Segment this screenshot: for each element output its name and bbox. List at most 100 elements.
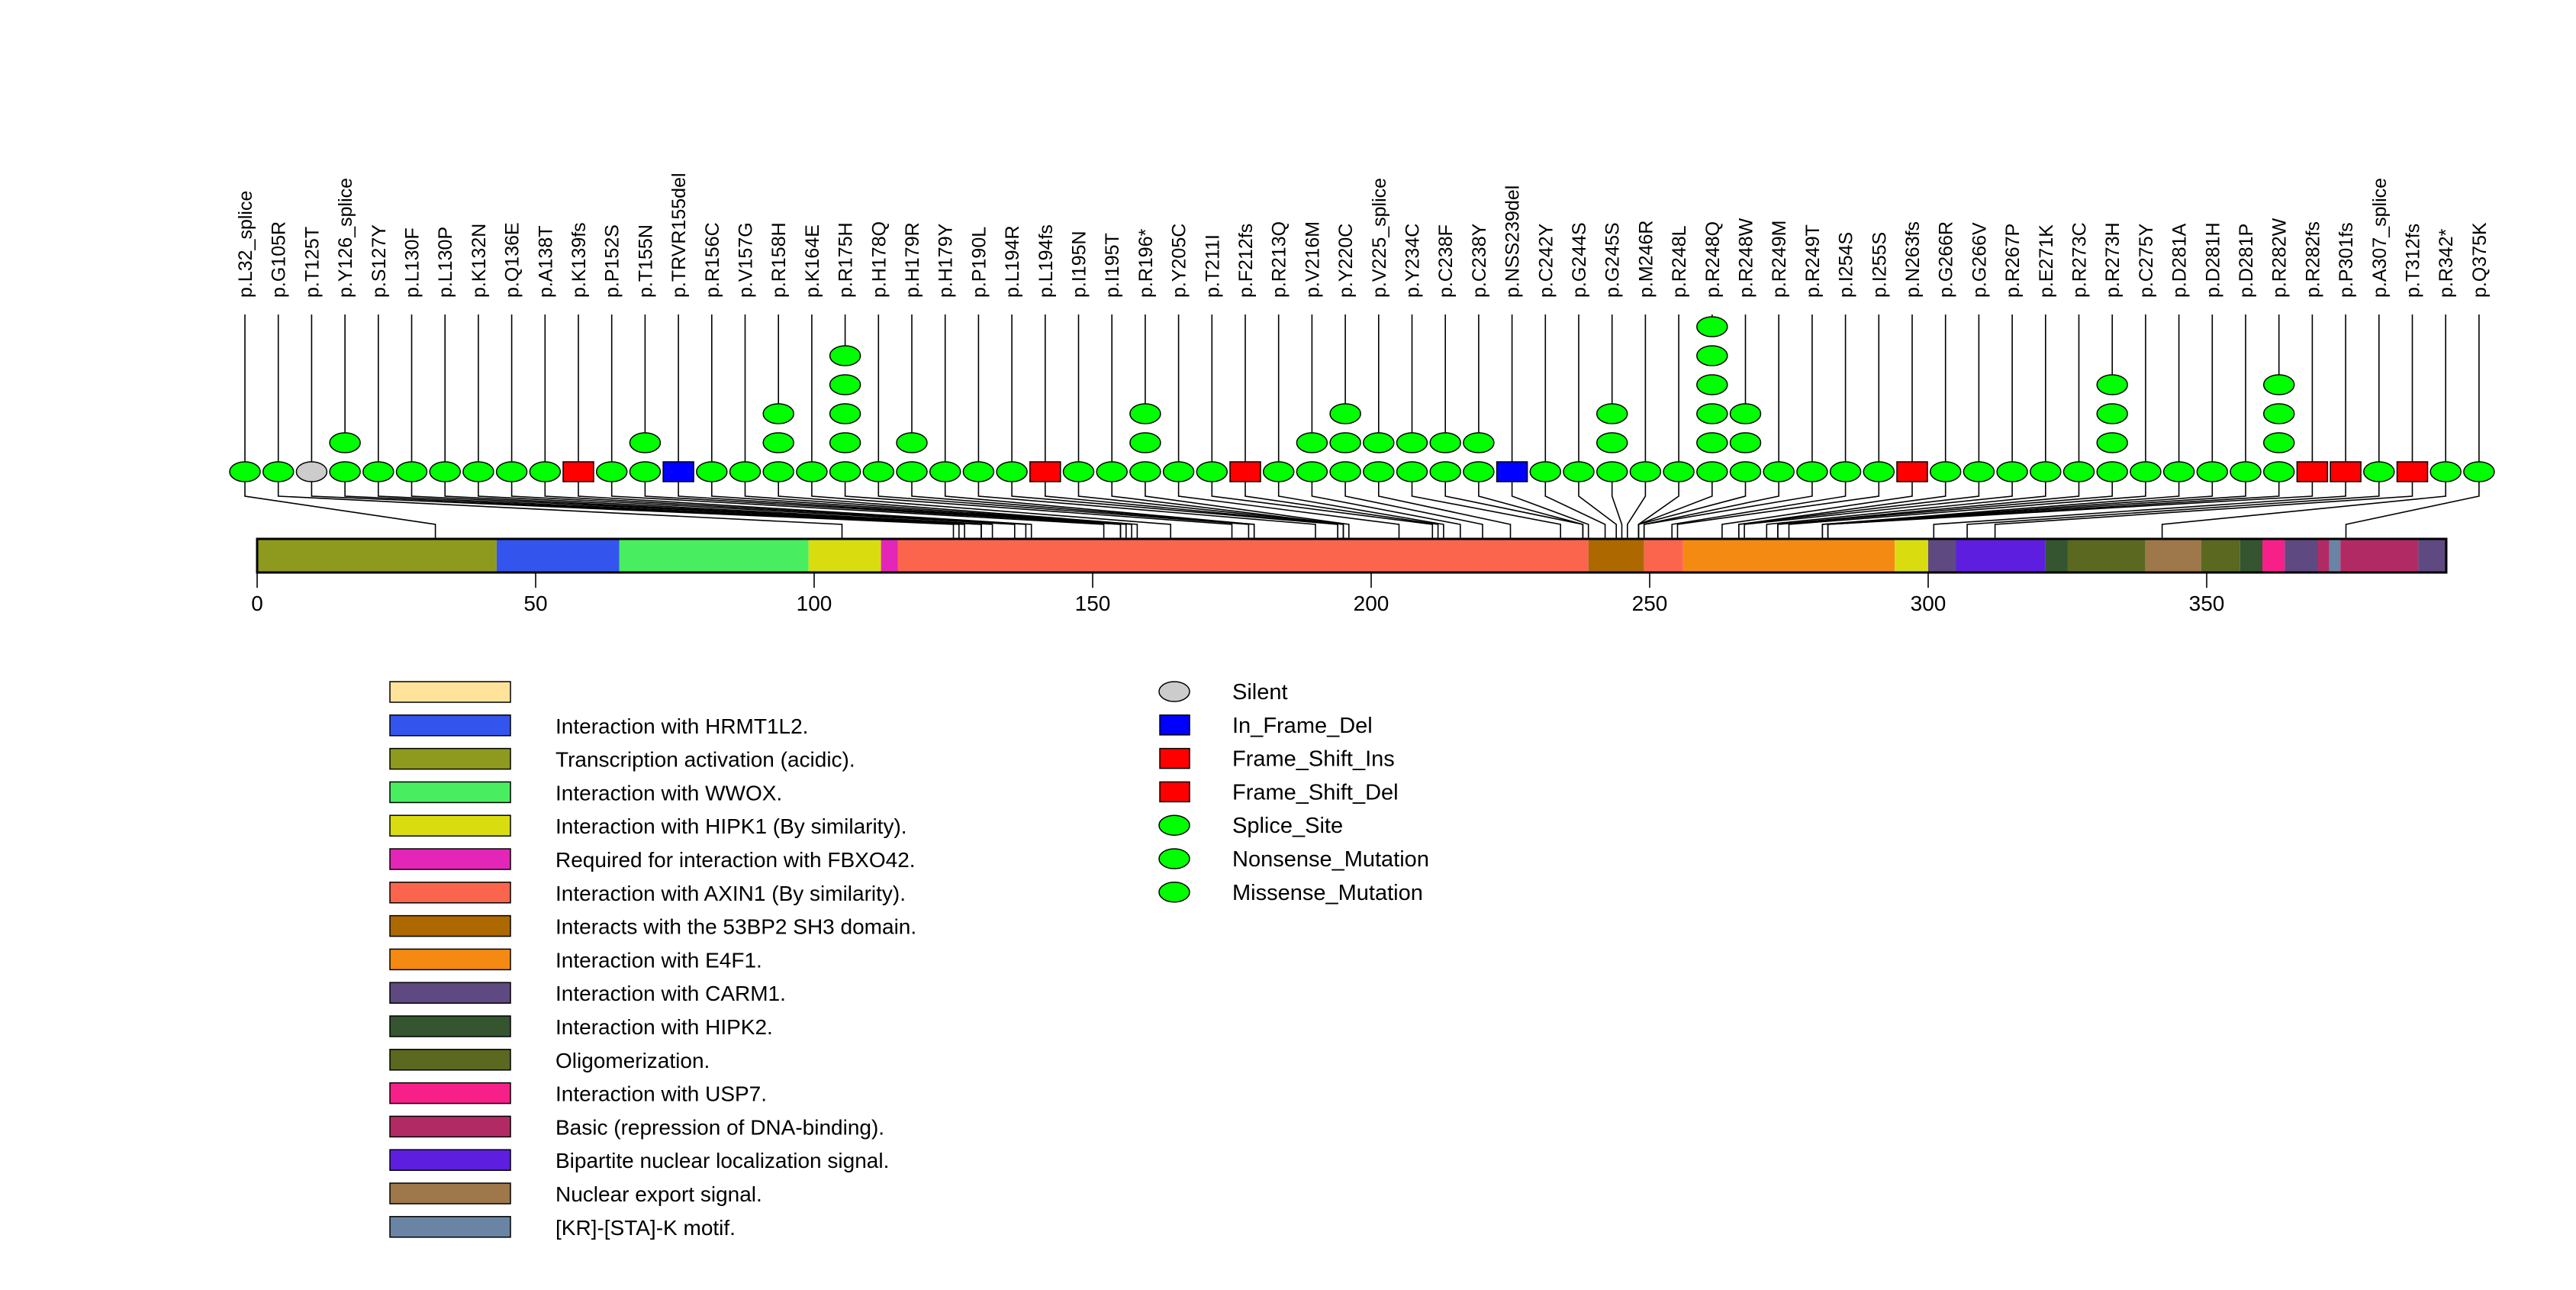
mutation-marker-ellipse xyxy=(1696,403,1728,424)
mutation-marker-ellipse xyxy=(2196,461,2229,482)
domain-legend-label: Basic (repression of DNA-binding). xyxy=(555,1115,884,1139)
mutation-marker-ellipse xyxy=(762,403,794,424)
mutation-marker-ellipse xyxy=(696,461,728,482)
mutation-label: p.G105R xyxy=(269,221,290,298)
mutation-label: p.H179Y xyxy=(935,223,957,298)
mutation-marker-ellipse xyxy=(329,461,361,482)
domain-segment xyxy=(2262,539,2285,572)
mutation-marker-ellipse xyxy=(1296,432,1328,453)
mutation-marker-ellipse xyxy=(1129,432,1161,453)
mutation-marker-ellipse xyxy=(1863,461,1895,482)
domain-segment xyxy=(1644,539,1683,572)
domain-segment xyxy=(496,539,620,572)
mutation-marker-ellipse xyxy=(1596,403,1628,424)
mutation-marker-ellipse xyxy=(2062,461,2095,482)
mutation-marker-ellipse xyxy=(262,461,295,482)
mutation-marker-ellipse xyxy=(1829,461,1862,482)
mutation-label: p.H179R xyxy=(902,222,923,298)
mutation-legend-label: Nonsense_Mutation xyxy=(1232,847,1429,872)
mutation-marker-ellipse xyxy=(395,461,428,482)
mutation-marker-ellipse xyxy=(1129,403,1161,424)
domain-segment xyxy=(257,539,497,572)
domain-segment xyxy=(2045,539,2068,572)
domain-bar-outline xyxy=(256,537,2448,574)
mutation-label: p.R273C xyxy=(2069,222,2091,298)
mutation-marker-ellipse xyxy=(829,345,861,366)
domain-segment xyxy=(2145,539,2201,572)
mutation-label: p.L130F xyxy=(402,227,423,298)
mutation-marker-ellipse xyxy=(1663,461,1695,482)
mutation-marker-square xyxy=(662,461,694,482)
mutation-type-legend: Silent In_Frame_Del Frame_Shift_Ins Frame_S… xyxy=(1158,680,1429,905)
mutation-marker-ellipse xyxy=(2130,461,2162,482)
mutation-label: p.R213Q xyxy=(1269,221,1290,298)
domain-segment xyxy=(881,539,898,572)
mutation-marker-ellipse xyxy=(1129,461,1161,482)
mutation-label: p.R158H xyxy=(768,222,790,298)
mutation-marker-ellipse xyxy=(462,461,494,482)
domain-segment xyxy=(2067,539,2146,572)
mutation-marker-square xyxy=(562,461,594,482)
mutation-label: p.R282fs xyxy=(2302,221,2323,298)
mutation-label: p.R267P xyxy=(2002,224,2024,298)
mutation-label: p.P301fs xyxy=(2336,222,2357,298)
mutation-marker-ellipse xyxy=(1596,461,1628,482)
mutation-marker-ellipse xyxy=(1296,461,1328,482)
domain-segment xyxy=(2329,539,2341,572)
mutation-marker-ellipse xyxy=(1696,432,1728,453)
domain-legend-label: Interaction with HIPK1 (By similarity). xyxy=(555,814,907,838)
mutation-label: p.P190L xyxy=(968,227,990,298)
mutation-label: p.V157G xyxy=(736,222,757,298)
mutation-marker-ellipse xyxy=(1396,432,1428,453)
mutation-marker-ellipse xyxy=(295,461,328,482)
mutation-marker-ellipse xyxy=(729,461,762,482)
mutation-marker-ellipse xyxy=(1429,432,1461,453)
mutation-legend-label: Missense_Mutation xyxy=(1232,881,1423,905)
domain-legend-label: Oligomerization. xyxy=(555,1049,710,1072)
mutation-legend-ellipse xyxy=(1158,814,1190,836)
domain-legend-swatch xyxy=(389,1082,511,1105)
mutation-marker-ellipse xyxy=(329,432,361,453)
mutation-label: p.A307_splice xyxy=(2369,178,2391,298)
mutation-label: p.M246R xyxy=(1635,221,1657,298)
domain-legend-swatch xyxy=(389,781,511,804)
mutation-marker-ellipse xyxy=(896,432,928,453)
mutation-label: p.L32_splice xyxy=(235,191,256,298)
mutation-marker-ellipse xyxy=(896,461,928,482)
mutation-marker-ellipse xyxy=(1729,461,1762,482)
mutation-label: p.N263fs xyxy=(1902,221,1924,298)
mutation-marker-ellipse xyxy=(2096,432,2128,453)
domain-legend-swatch xyxy=(389,1115,511,1138)
mutation-label: p.K139fs xyxy=(568,222,590,298)
lollipop-stems xyxy=(244,314,2480,472)
mutation-marker-ellipse xyxy=(1696,345,1728,366)
mutation-marker-ellipse xyxy=(229,461,261,482)
x-tick-label: 300 xyxy=(1911,592,1946,615)
mutation-marker-ellipse xyxy=(1429,461,1461,482)
mutation-label: p.G266V xyxy=(1969,222,1990,298)
domain-legend-label: Bipartite nuclear localization signal. xyxy=(555,1149,889,1172)
x-tick-label: 50 xyxy=(523,592,547,615)
mutation-marker-ellipse xyxy=(929,461,961,482)
mutation-marker-ellipse xyxy=(1396,461,1428,482)
mutation-label: p.R196* xyxy=(1135,228,1157,298)
mutation-label: p.R282W xyxy=(2269,218,2291,298)
mutation-labels: p.L32_splice p.G105R p.T125T p.Y126_splice p… xyxy=(235,173,2491,298)
mutation-marker-ellipse xyxy=(2230,461,2262,482)
mutation-label: p.R273H xyxy=(2102,222,2124,298)
mutation-marker-ellipse xyxy=(1996,461,2028,482)
mutation-label: p.Y126_splice xyxy=(335,178,356,298)
mutation-marker-ellipse xyxy=(629,432,662,453)
mutation-marker-ellipse xyxy=(1162,461,1195,482)
mutation-label: p.Q136E xyxy=(502,222,523,298)
domain-legend-swatch xyxy=(389,848,511,870)
mutation-label: p.G244S xyxy=(1569,222,1590,298)
mutation-label: p.R248L xyxy=(1669,225,1690,298)
mutation-marker-ellipse xyxy=(2030,461,2062,482)
mutation-legend-ellipse xyxy=(1158,681,1190,702)
domain-legend-label: Nuclear export signal. xyxy=(555,1182,762,1206)
mutation-marker-ellipse xyxy=(1563,461,1595,482)
mutation-label: p.I195N xyxy=(1069,231,1090,298)
domain-legend-swatch xyxy=(389,747,511,770)
